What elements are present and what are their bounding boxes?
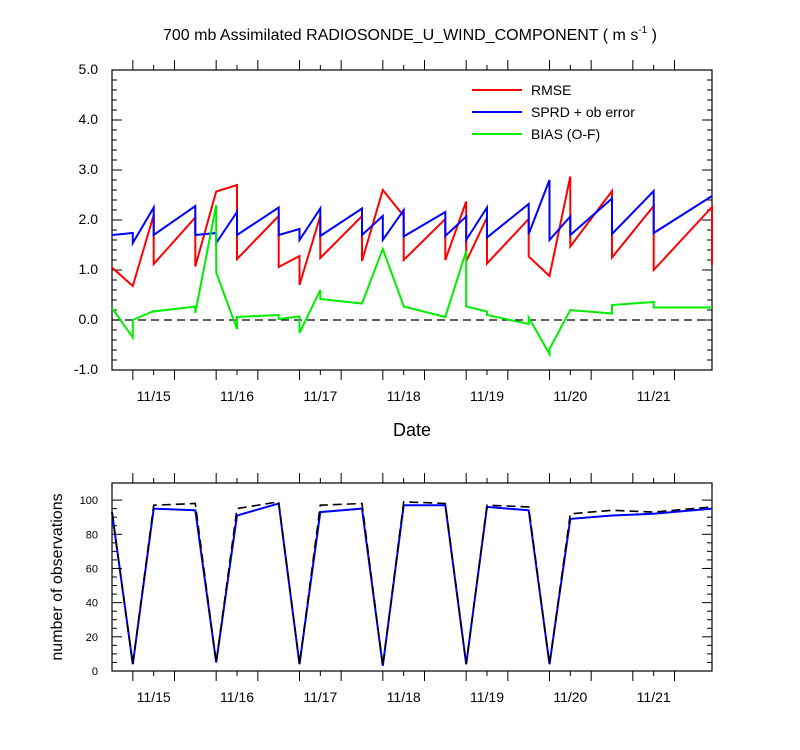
legend-entry: BIAS (O-F) xyxy=(531,126,600,142)
x-tick-label: 11/19 xyxy=(470,689,504,705)
y-axis-label: number of observations xyxy=(49,493,66,660)
series-line-sprd-ob-error xyxy=(111,179,713,247)
series-line-observations-used xyxy=(111,502,713,667)
legend: RMSE SPRD + ob error BIAS (O-F) xyxy=(472,82,635,142)
y-tick-label: 5.0 xyxy=(79,61,99,77)
y-tick-label: 60 xyxy=(86,563,98,575)
y-tick-label: 0 xyxy=(92,666,98,678)
chart-title-end: ) xyxy=(647,27,657,44)
top-series-lines xyxy=(111,176,713,358)
x-tick-label: 11/17 xyxy=(303,689,337,705)
bottom-series-lines xyxy=(111,500,713,667)
x-tick-label: 11/21 xyxy=(637,388,671,404)
x-tick-label: 11/17 xyxy=(303,388,337,404)
bottom-y-tick-labels: 0 20 40 60 80 100 xyxy=(80,495,98,678)
y-tick-label: 100 xyxy=(80,495,98,507)
series-line-observations-possible xyxy=(111,500,713,667)
x-tick-label: 11/20 xyxy=(553,689,587,705)
bottom-x-tick-labels: 11/15 11/16 11/17 11/18 11/19 11/20 11/21 xyxy=(137,689,671,705)
top-x-tick-labels: 11/15 11/16 11/17 11/18 11/19 11/20 11/21 xyxy=(137,388,671,404)
legend-entry: SPRD + ob error xyxy=(531,104,635,120)
y-tick-label: 80 xyxy=(86,529,98,541)
y-tick-label: -1.0 xyxy=(74,361,98,377)
chart-title-main: 700 mb Assimilated RADIOSONDE_U_WIND_COM… xyxy=(163,27,638,44)
y-tick-label: 2.0 xyxy=(79,211,99,227)
x-tick-label: 11/15 xyxy=(137,388,171,404)
x-tick-label: 11/21 xyxy=(637,689,671,705)
x-tick-label: 11/15 xyxy=(137,689,171,705)
chart-title: 700 mb Assimilated RADIOSONDE_U_WIND_COM… xyxy=(163,25,657,44)
x-tick-label: 11/16 xyxy=(220,689,254,705)
y-tick-label: 0.0 xyxy=(79,311,99,327)
y-tick-label: 3.0 xyxy=(79,161,99,177)
x-tick-label: 11/20 xyxy=(553,388,587,404)
x-tick-label: 11/19 xyxy=(470,388,504,404)
legend-entry: RMSE xyxy=(531,82,571,98)
x-tick-label: 11/18 xyxy=(387,689,421,705)
x-tick-label: 11/16 xyxy=(220,388,254,404)
top-panel: -1.00.01.02.03.04.05.0 11/15 11/16 11/17 11… xyxy=(74,60,713,440)
y-tick-label: 40 xyxy=(86,598,98,610)
y-tick-label: 1.0 xyxy=(79,261,99,277)
x-axis-label: Date xyxy=(393,420,431,440)
series-line-bias-o-f xyxy=(111,204,712,358)
y-tick-label: 20 xyxy=(86,632,98,644)
x-tick-label: 11/18 xyxy=(387,388,421,404)
y-tick-label: 4.0 xyxy=(79,111,99,127)
bottom-axis-ticks xyxy=(112,473,712,681)
top-y-tick-labels: -1.0 0.0 1.0 2.0 3.0 4.0 5.0 xyxy=(74,61,98,377)
chart-title-superscript: -1 xyxy=(638,25,647,36)
